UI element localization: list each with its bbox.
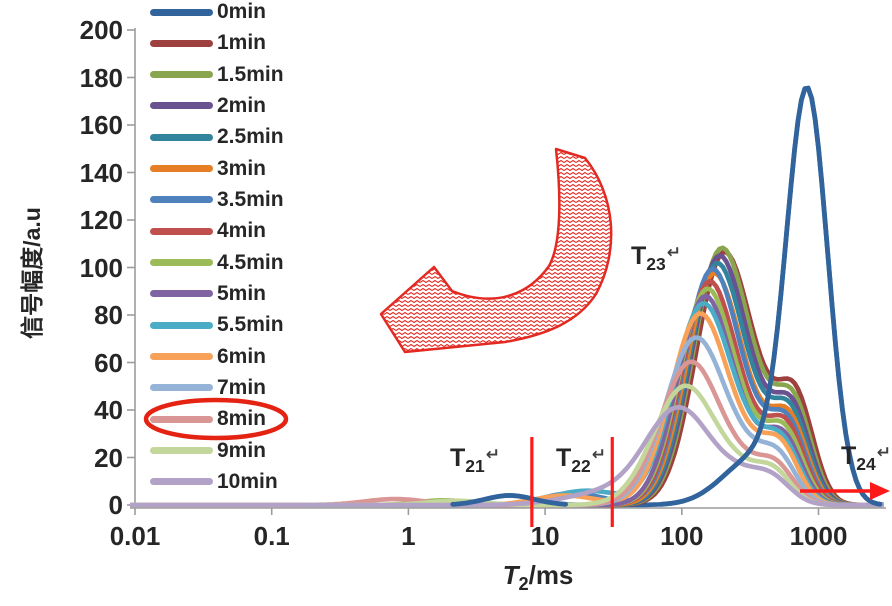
y-tick-label: 180 <box>79 62 123 93</box>
legend-item-label: 1min <box>217 31 267 55</box>
x-axis-title: T2/ms <box>438 560 638 595</box>
legend-item-label: 8min <box>217 407 267 431</box>
legend-line-swatch <box>150 102 213 110</box>
legend-line-swatch <box>150 71 213 79</box>
legend-item-label: 0min <box>217 0 267 23</box>
legend-item-label: 10min <box>217 469 278 493</box>
curved-arrow-annotation <box>379 147 613 354</box>
legend-item-label: 3min <box>217 156 267 180</box>
annotation-sub: 22 <box>571 456 591 476</box>
annotation-base: T <box>556 444 572 472</box>
legend-line-swatch <box>150 384 213 392</box>
y-tick-label: 80 <box>94 300 123 330</box>
right-arrow-annotation <box>800 482 890 500</box>
x-axis-title-symbol: T <box>502 560 519 590</box>
legend-item-6min[interactable]: 6min <box>150 343 266 371</box>
legend-line-swatch <box>150 321 213 329</box>
legend-line-swatch <box>150 259 213 267</box>
legend-item-8min[interactable]: 8min <box>150 405 266 433</box>
legend-item-3.5min[interactable]: 3.5min <box>150 186 284 214</box>
legend-item-label: 1.5min <box>217 62 284 86</box>
legend-item-4.5min[interactable]: 4.5min <box>150 249 284 277</box>
annotation-T22: T22↵ <box>556 444 606 477</box>
y-tick-label: 200 <box>79 15 123 45</box>
return-mark-icon: ↵ <box>666 243 681 262</box>
x-tick-label: 0.1 <box>253 521 290 551</box>
x-axis-title-subscript: 2 <box>518 574 529 595</box>
legend-line-swatch <box>150 133 213 141</box>
annotation-T24: T24↵ <box>841 442 891 475</box>
red-annotations-group <box>143 147 890 527</box>
legend-item-label: 5.5min <box>217 313 284 337</box>
annotation-sub: 24 <box>856 454 876 474</box>
legend-line-swatch <box>150 353 213 361</box>
legend-item-label: 7min <box>217 375 267 399</box>
legend-item-7min[interactable]: 7min <box>150 374 266 402</box>
curve-series-group <box>130 85 884 508</box>
legend-item-2min[interactable]: 2min <box>150 92 266 120</box>
legend-line-swatch <box>150 8 213 16</box>
return-mark-icon: ↵ <box>485 445 500 464</box>
legend-line-swatch <box>150 227 213 235</box>
y-axis-title: 信号幅度/a.u <box>19 207 45 339</box>
legend-line-swatch <box>150 39 213 47</box>
annotation-sub: 21 <box>465 456 485 476</box>
curve-10min <box>130 404 884 508</box>
y-tick-label: 140 <box>79 157 123 188</box>
legend-item-label: 2min <box>217 93 267 117</box>
legend-highlight-ellipse <box>143 397 289 441</box>
y-tick-label: 60 <box>94 347 123 378</box>
annotation-base: T <box>450 444 466 472</box>
legend-item-4min[interactable]: 4min <box>150 217 266 245</box>
legend-line-swatch <box>150 165 213 173</box>
y-tick-label: 20 <box>94 442 123 473</box>
annotation-T21: T21↵ <box>450 444 500 477</box>
y-tick-label: 160 <box>79 110 123 140</box>
y-tick-label: 120 <box>79 205 123 235</box>
y-tick-label: 100 <box>79 252 123 283</box>
return-mark-icon: ↵ <box>876 443 891 462</box>
legend-item-label: 2.5min <box>217 125 284 149</box>
legend-item-10min[interactable]: 10min <box>150 468 278 496</box>
legend-item-label: 5min <box>217 281 267 305</box>
x-axis-title-unit: /ms <box>528 560 574 590</box>
legend-item-0min[interactable]: 0min <box>150 0 266 26</box>
x-tick-label: 10 <box>530 521 560 551</box>
legend-item-1min[interactable]: 1min <box>150 29 266 57</box>
annotation-base: T <box>631 242 647 270</box>
legend-item-5.5min[interactable]: 5.5min <box>150 311 284 339</box>
t2-region-divider-lines <box>530 437 614 527</box>
legend-line-swatch <box>150 290 213 298</box>
legend-item-label: 3.5min <box>217 187 284 211</box>
legend-line-swatch <box>150 196 213 204</box>
legend-item-5min[interactable]: 5min <box>150 280 266 308</box>
legend-line-swatch <box>150 447 213 455</box>
legend-item-label: 9min <box>217 438 267 462</box>
return-mark-icon: ↵ <box>591 445 606 464</box>
x-tick-label: 100 <box>660 521 704 551</box>
curve-0min-foreground <box>450 85 883 507</box>
legend-item-label: 6min <box>217 344 267 368</box>
legend-item-1.5min[interactable]: 1.5min <box>150 61 284 89</box>
annotation-T23: T23↵ <box>631 242 681 275</box>
y-tick-label: 40 <box>94 395 123 425</box>
legend-item-2.5min[interactable]: 2.5min <box>150 123 284 151</box>
x-tick-label: 1 <box>401 521 416 551</box>
legend-item-label: 4.5min <box>217 250 284 274</box>
legend-line-swatch <box>150 478 213 486</box>
legend-item-label: 4min <box>217 219 267 243</box>
legend-item-9min[interactable]: 9min <box>150 437 266 465</box>
x-tick-label: 0.01 <box>109 521 161 551</box>
legend-line-swatch <box>150 415 213 423</box>
annotation-sub: 23 <box>646 254 666 274</box>
y-tick-label: 0 <box>108 490 123 520</box>
annotation-base: T <box>841 442 857 470</box>
legend-item-3min[interactable]: 3min <box>150 155 266 183</box>
axes <box>127 28 886 515</box>
x-tick-label: 1000 <box>789 521 848 551</box>
